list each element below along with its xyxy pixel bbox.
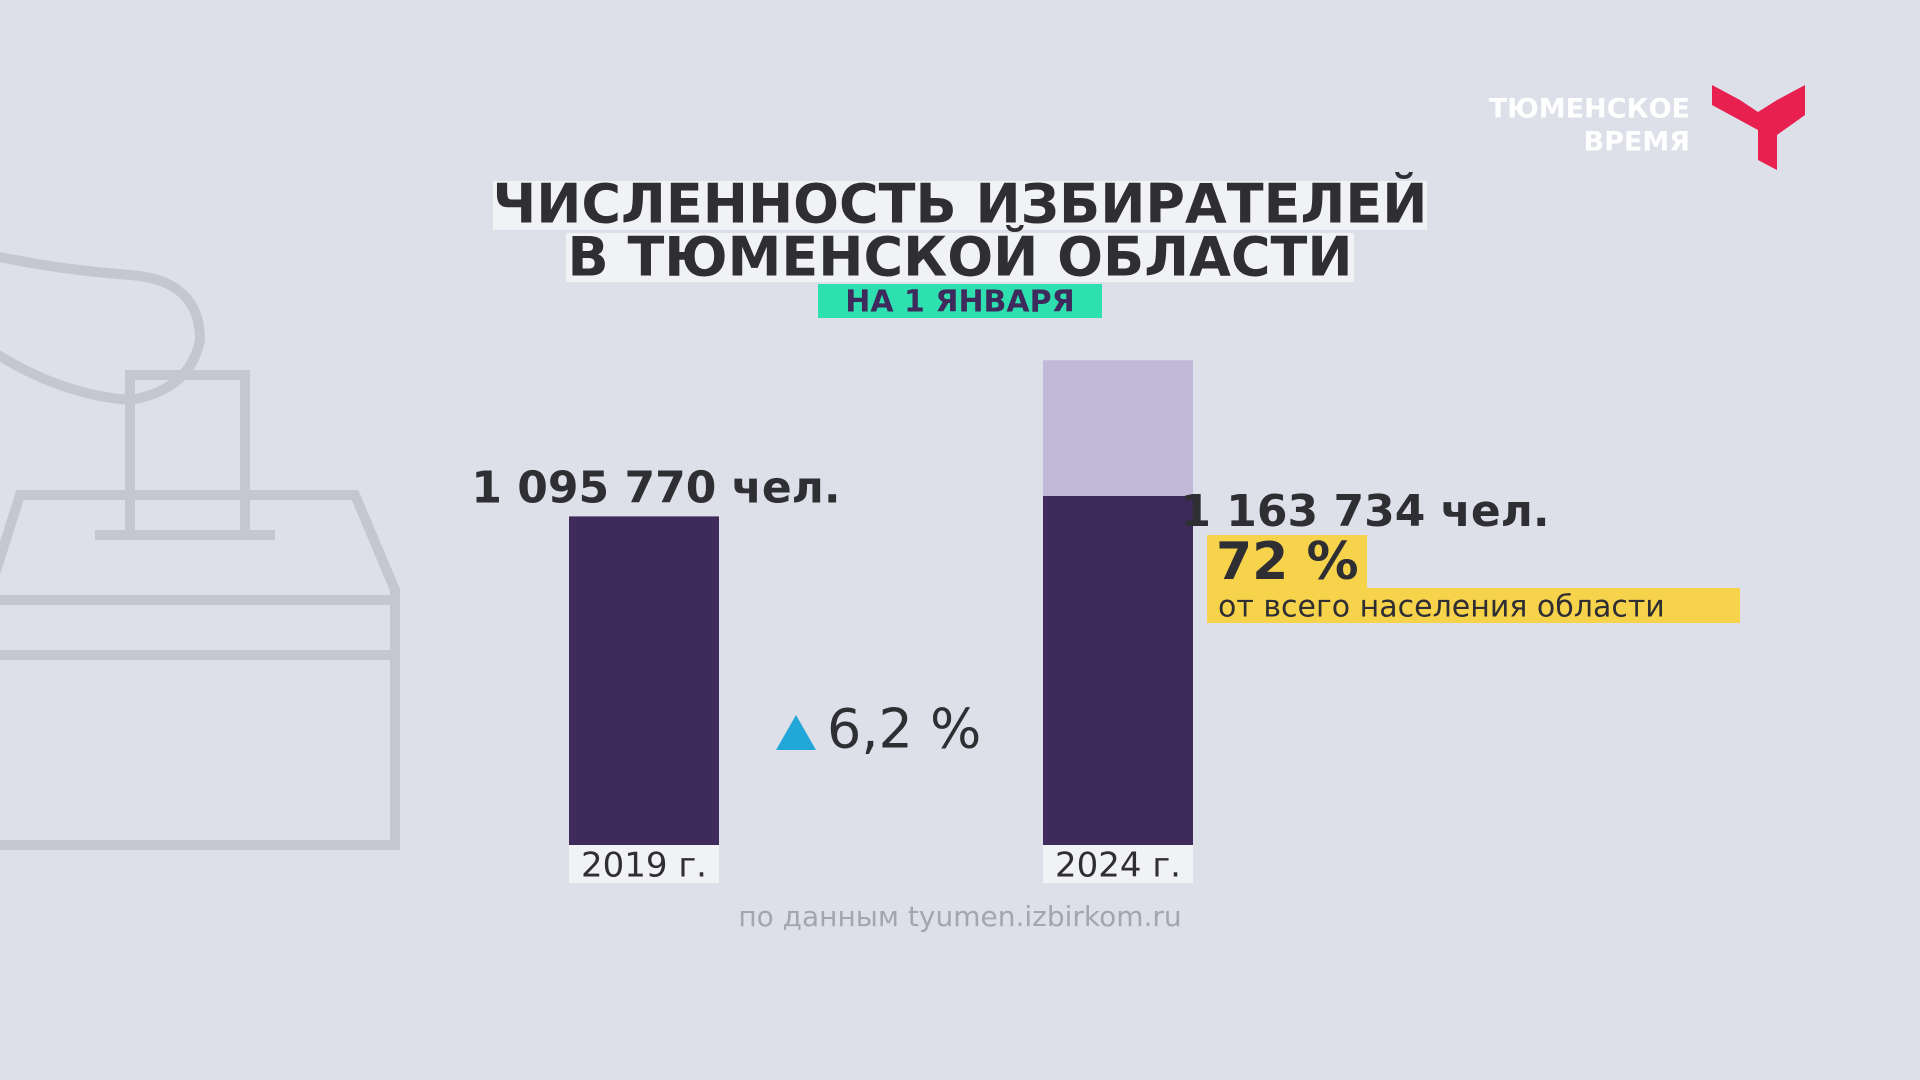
category-highlight	[1043, 845, 1193, 883]
x-tick-label: 2019 г.	[581, 846, 707, 886]
share-bar	[1043, 360, 1193, 496]
source: по данным tyumen.izbirkom.ru	[738, 900, 1181, 933]
chart-subtitle: НА 1 ЯНВАРЯ	[845, 285, 1074, 320]
ballot-box-icon	[0, 251, 400, 850]
bar	[1043, 496, 1193, 845]
title-highlight	[566, 233, 1354, 282]
share-highlight	[1207, 588, 1740, 623]
title-highlight	[493, 181, 1427, 230]
subtitle-highlight	[818, 284, 1102, 318]
share-highlight	[1207, 535, 1367, 590]
share-note: от всего населения области	[1218, 590, 1665, 625]
value-label: 1 163 734 чел.	[1180, 486, 1549, 537]
share-label: 72 %	[1216, 532, 1359, 592]
value-label: 1 095 770 чел.	[471, 462, 840, 513]
category-highlight	[569, 845, 719, 883]
x-tick-label: 2024 г.	[1055, 846, 1181, 886]
chart-title: В ТЮМЕНСКОЙ ОБЛАСТИ	[567, 226, 1352, 289]
logo-text: ВРЕМЯ	[1584, 127, 1690, 158]
change-arrow	[776, 715, 816, 750]
chart-title: ЧИСЛЕННОСТЬ ИЗБИРАТЕЛЕЙ	[493, 173, 1428, 236]
logo-text: ТЮМЕНСКОЕ	[1489, 94, 1690, 125]
bar	[569, 516, 719, 845]
logo-icon	[1712, 85, 1805, 170]
change-label: 6,2 %	[827, 698, 981, 761]
